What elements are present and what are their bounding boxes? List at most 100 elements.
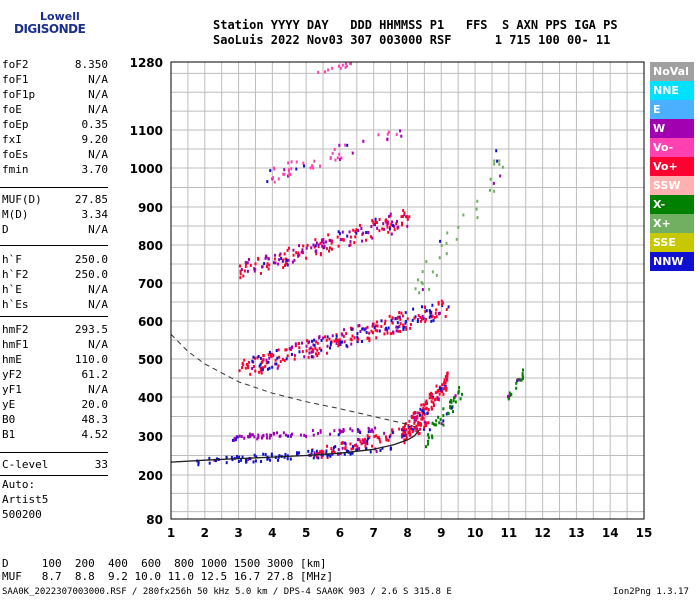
echo-point-3Fb: [386, 220, 389, 224]
echo-point-o-F1: [381, 446, 384, 450]
echo-point-2Fb: [356, 335, 359, 339]
param-value: 3.70: [81, 163, 109, 176]
echo-point-o-F1c: [303, 433, 306, 437]
echo-point-3F: [381, 227, 384, 231]
distance-row: D 100 200 400 600 800 1000 1500 3000 [km…: [2, 557, 327, 570]
echo-point-4F: [302, 161, 305, 165]
echo-point-2F: [260, 371, 263, 375]
echo-point-cusp2: [449, 404, 452, 408]
param-c-level: C-level 33: [2, 458, 108, 473]
echo-point-2F: [254, 369, 257, 373]
echo-point-o-F1c: [333, 429, 336, 433]
echo-point-2F: [440, 299, 443, 303]
echo-point-3F: [319, 252, 322, 256]
echo-point-3F: [354, 235, 357, 239]
echo-point-3F: [280, 256, 283, 260]
echo-point-2Fb: [411, 318, 414, 322]
echo-point-3F: [249, 263, 252, 267]
echo-point-3F: [336, 235, 339, 239]
echo-point-x-trace: [457, 225, 460, 229]
echo-point-2F: [402, 323, 405, 327]
echo-point-o-F1c: [371, 428, 374, 432]
version-label: Ion2Png 1.3.17: [613, 587, 689, 597]
param-fof1: foF1 N/A: [2, 73, 108, 88]
echo-point-2F: [423, 305, 426, 309]
echo-point-2F: [316, 348, 319, 352]
param-foes: foEs N/A: [2, 148, 108, 163]
echo-point-spread: [515, 386, 518, 390]
echo-point-o-F1: [277, 458, 280, 462]
echo-point-2F: [337, 339, 340, 343]
echo-point-2F: [351, 334, 354, 338]
echo-point-3F: [298, 253, 301, 257]
echo-point-o-F1: [289, 457, 292, 461]
echo-point-o-F1: [238, 455, 241, 459]
echo-point-3Fb: [278, 258, 281, 262]
echo-point-2F: [270, 352, 273, 356]
param-key: fmin: [2, 163, 29, 176]
echo-point-4F: [295, 160, 298, 164]
echo-point-2F: [349, 337, 352, 341]
echo-point-3F: [358, 223, 361, 227]
echo-point-3Fb: [348, 230, 351, 234]
echo-point-o-F1: [365, 447, 368, 451]
echo-point-cusp: [444, 386, 447, 390]
echo-point-2Fb: [329, 341, 332, 345]
echo-point-2F: [313, 338, 316, 342]
echo-point-2F: [359, 329, 362, 333]
echo-point-o-F1: [197, 463, 200, 467]
echo-point-3F: [341, 230, 344, 234]
plot-frame: [170, 61, 645, 520]
echo-point-o-F1b: [365, 441, 368, 445]
echo-point-cusp: [436, 395, 439, 399]
x-axis-ticks: 1 2 3 4 5 6 7 8 9 10 11 12 13 14 15: [167, 526, 653, 540]
echo-point-cusp: [444, 384, 447, 388]
param-value: 110.0: [74, 353, 108, 366]
echo-point-o-F1b: [349, 442, 352, 446]
echo-point-x-trace: [418, 291, 421, 295]
echo-point-2Fb: [404, 321, 407, 325]
echo-point-2F: [293, 353, 296, 357]
param-key: foEp: [2, 118, 29, 131]
echo-point-2Fb: [387, 326, 390, 330]
echo-point-o-F1c: [262, 433, 265, 437]
echo-point-5F: [345, 64, 348, 68]
echo-point-cusp2: [437, 415, 440, 419]
echo-point-o-F1: [318, 452, 321, 456]
echo-point-o-F1b: [331, 450, 334, 454]
echo-point-3Fb: [274, 261, 277, 265]
echo-point-3F: [373, 223, 376, 227]
echo-point-cusp: [420, 403, 423, 407]
echo-point-2F: [405, 327, 408, 331]
echo-point-2F: [241, 361, 244, 365]
echo-point-2F: [335, 338, 338, 342]
echo-point-4F: [271, 176, 274, 180]
echo-point-2F: [318, 346, 321, 350]
echo-point-o-F1b: [326, 444, 329, 448]
echo-point-o-F1b: [401, 428, 404, 432]
echo-point-2F: [260, 366, 263, 370]
echo-point-2Fb: [258, 364, 261, 368]
y-tick-label: 700: [138, 277, 163, 291]
echo-point-o-F1c: [257, 433, 260, 437]
param-key: hmE: [2, 353, 22, 366]
echo-point-cusp: [422, 416, 425, 420]
echo-point-2F: [305, 344, 308, 348]
echo-point-cusp: [425, 399, 428, 403]
echo-point-4F: [399, 129, 402, 133]
param-key: yF1: [2, 383, 22, 396]
echo-point-cusp: [430, 405, 433, 409]
echo-point-3F: [284, 261, 287, 265]
echo-point-o-F1b: [318, 450, 321, 454]
echo-point-4F: [386, 137, 389, 141]
echo-point-2F: [311, 347, 314, 351]
echo-point-o-F1c: [235, 438, 238, 442]
echo-point-3Fb: [382, 222, 385, 226]
echo-point-3F: [378, 229, 381, 233]
echo-point-o-F1: [225, 455, 228, 459]
x-tick-label: 2: [201, 526, 209, 540]
echo-point-2F: [397, 329, 400, 333]
echo-point-2Fb: [341, 333, 344, 337]
param-value: N/A: [88, 73, 108, 86]
